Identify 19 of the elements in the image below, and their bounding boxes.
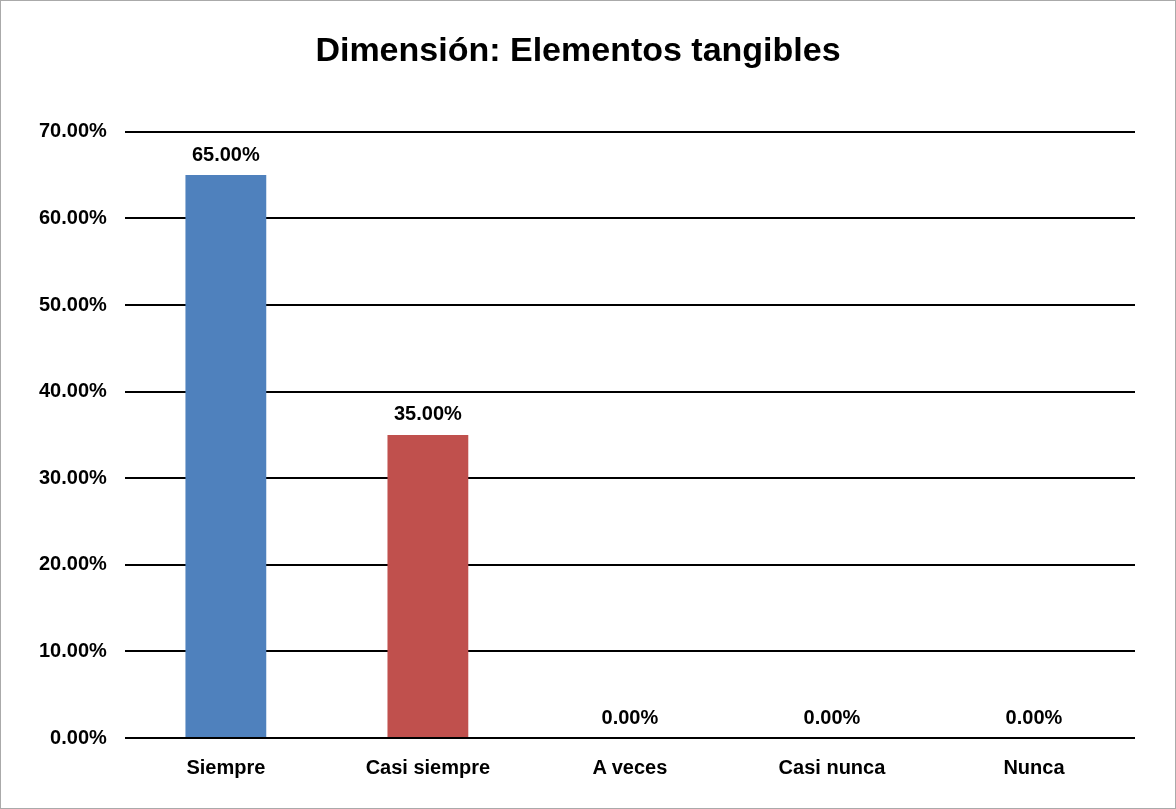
data-label: 0.00% — [1005, 705, 1063, 728]
y-tick-label: 0.00% — [50, 725, 108, 748]
y-tick-label: 30.00% — [38, 465, 108, 488]
x-tick-label: Siempre — [186, 755, 266, 778]
y-tick-label: 20.00% — [38, 552, 108, 575]
y-tick-label: 40.00% — [38, 379, 108, 402]
y-tick-label: 50.00% — [38, 292, 108, 315]
y-tick-label: 70.00% — [38, 119, 108, 142]
chart-title: Dimensión: Elementos tangibles — [315, 29, 841, 68]
x-tick-label: A veces — [592, 755, 668, 778]
x-tick-label: Nunca — [1003, 755, 1066, 778]
data-label: 0.00% — [601, 705, 659, 728]
x-tick-label: Casi nunca — [778, 755, 887, 778]
data-label: 65.00% — [191, 142, 260, 165]
y-tick-label: 60.00% — [38, 205, 108, 228]
data-label: 35.00% — [393, 402, 463, 425]
data-label: 0.00% — [803, 705, 861, 728]
y-tick-label: 10.00% — [38, 638, 108, 661]
x-tick-label: Casi siempre — [365, 755, 491, 778]
